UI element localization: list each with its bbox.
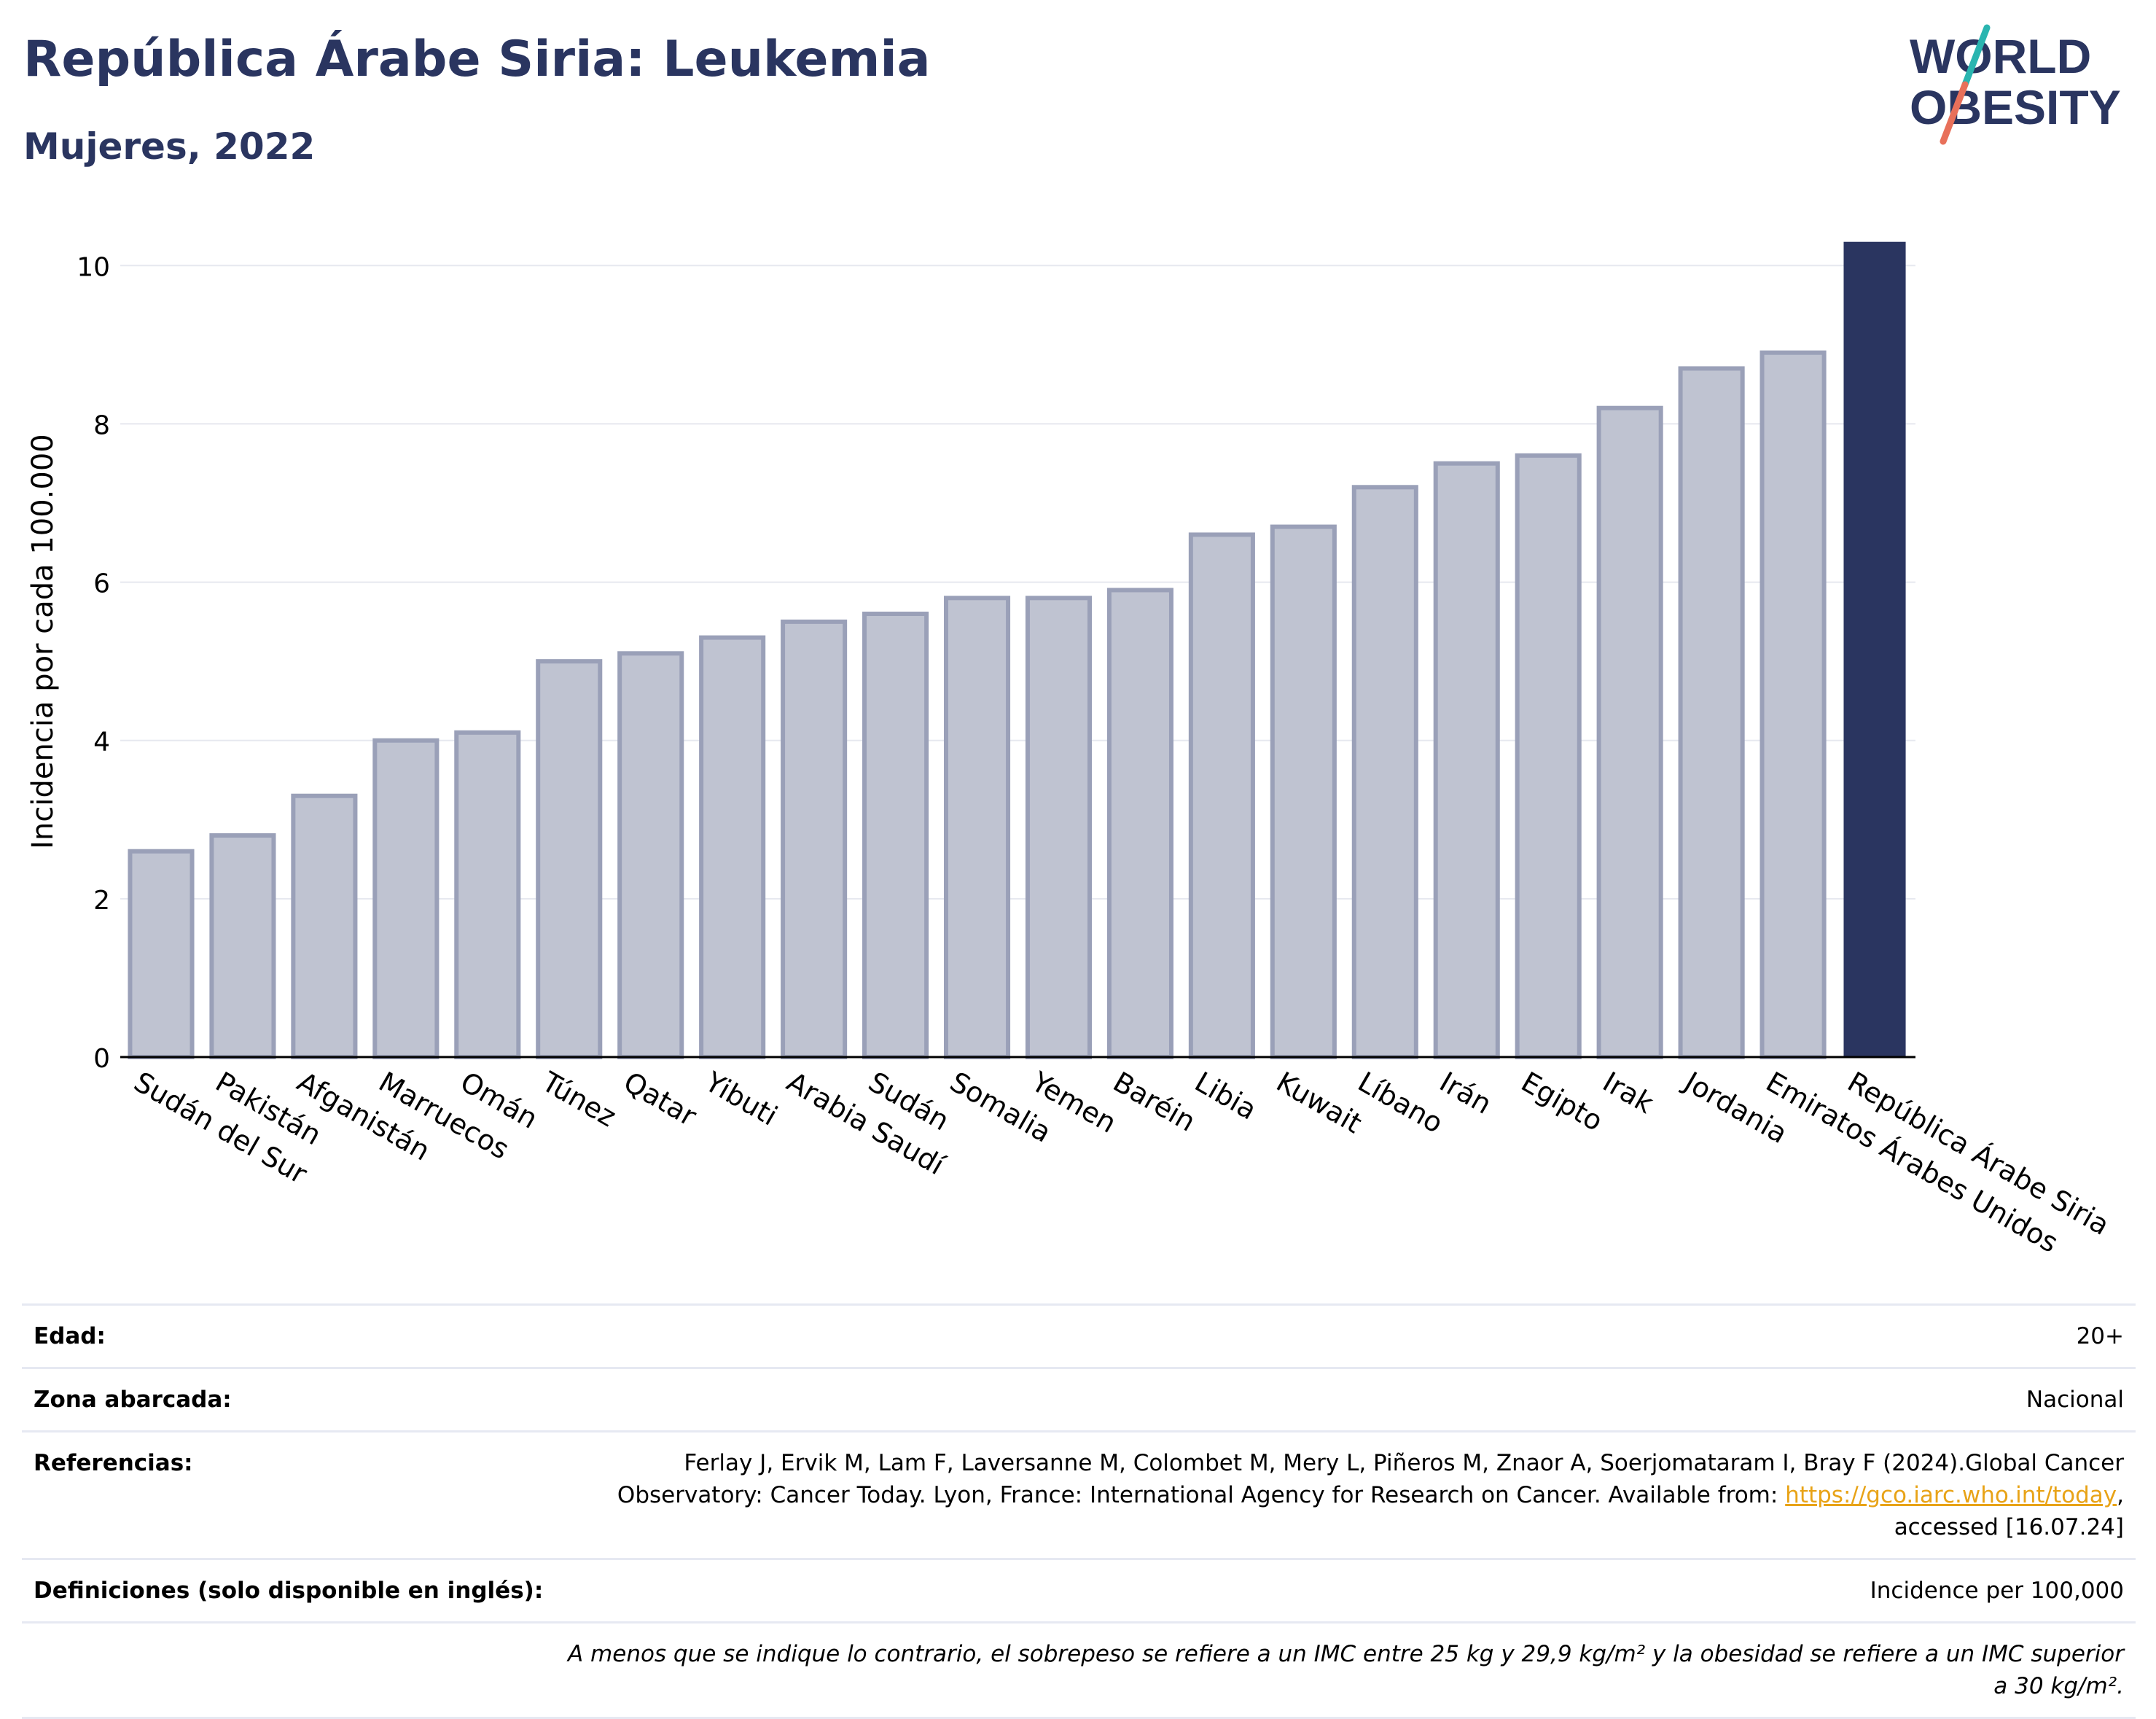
bar-chart: 0 2 4 6 8 10 Sudán del SurPakistánAfganistánM… bbox=[26, 241, 2114, 1259]
logo-line-2: OBESITY bbox=[1910, 80, 2121, 134]
bar-21 bbox=[1843, 241, 1906, 1057]
bar-0 bbox=[128, 849, 195, 1059]
logo-slash-bottom bbox=[1940, 81, 1969, 145]
x-tick-label: Baréin bbox=[1108, 1066, 1201, 1138]
bar-8 bbox=[781, 619, 848, 1059]
bar-12 bbox=[1106, 588, 1173, 1059]
references-label: Referencias: bbox=[34, 1450, 193, 1476]
info-row-area: Zona abarcada: Nacional bbox=[22, 1367, 2136, 1430]
bar-19 bbox=[1678, 366, 1745, 1059]
x-tick-label: Líbano bbox=[1353, 1066, 1449, 1139]
bar-5 bbox=[536, 659, 603, 1059]
area-label: Zona abarcada: bbox=[34, 1387, 232, 1413]
bar-7 bbox=[699, 635, 766, 1059]
bar-13 bbox=[1188, 532, 1255, 1059]
logo-line-1: WORLD bbox=[1910, 29, 2091, 83]
bar-9 bbox=[862, 612, 929, 1059]
world-obesity-logo: WORLD OBESITY bbox=[1910, 24, 2121, 145]
x-tick-label: Qatar bbox=[618, 1066, 702, 1133]
y-axis-label: Incidencia por cada 100.000 bbox=[26, 434, 60, 849]
info-row-definitions: Definiciones (solo disponible en inglés)… bbox=[22, 1558, 2136, 1621]
logo-slash-top bbox=[1961, 24, 1991, 88]
area-value: Nacional bbox=[2026, 1387, 2124, 1413]
bar-10 bbox=[943, 596, 1011, 1059]
bar-2 bbox=[291, 793, 358, 1059]
y-tick-label: 6 bbox=[93, 569, 110, 599]
bars bbox=[128, 241, 1906, 1059]
references-text: Ferlay J, Ervik M, Lam F, Laversanne M, … bbox=[617, 1450, 2124, 1508]
bar-17 bbox=[1515, 453, 1582, 1059]
x-tick-label: Túnez bbox=[536, 1065, 621, 1133]
bar-11 bbox=[1025, 596, 1093, 1059]
x-tick-label: Kuwait bbox=[1271, 1066, 1367, 1140]
info-row-references: Referencias: Ferlay J, Ervik M, Lam F, L… bbox=[22, 1430, 2136, 1558]
references-link[interactable]: https://gco.iarc.who.int/today bbox=[1785, 1482, 2117, 1508]
info-table: Edad: 20+ Zona abarcada: Nacional Refere… bbox=[22, 1303, 2136, 1719]
y-tick-label: 4 bbox=[93, 728, 110, 757]
y-tick-label: 2 bbox=[93, 886, 110, 916]
references-suffix: , accessed [16.07.24] bbox=[1894, 1482, 2124, 1540]
bar-16 bbox=[1433, 461, 1500, 1059]
chart-subtitle: Mujeres, 2022 bbox=[23, 125, 316, 168]
definitions-label: Definiciones (solo disponible en inglés)… bbox=[34, 1578, 544, 1604]
bar-18 bbox=[1596, 405, 1663, 1059]
chart-title: República Árabe Siria: Leukemia bbox=[23, 31, 931, 88]
bar-14 bbox=[1270, 524, 1337, 1059]
x-tick-label: Yibuti bbox=[699, 1065, 783, 1132]
footnote: A menos que se indique lo contrario, el … bbox=[567, 1641, 2124, 1699]
bar-20 bbox=[1759, 350, 1827, 1059]
bar-4 bbox=[454, 730, 521, 1059]
y-tick-label: 10 bbox=[77, 252, 110, 282]
x-tick-labels: Sudán del SurPakistánAfganistánMarruecos… bbox=[128, 1065, 2114, 1259]
bar-6 bbox=[617, 651, 684, 1059]
info-row-age: Edad: 20+ bbox=[22, 1303, 2136, 1367]
age-label: Edad: bbox=[34, 1323, 106, 1349]
definitions-value: Incidence per 100,000 bbox=[1870, 1578, 2124, 1604]
references-value: Ferlay J, Ervik M, Lam F, Laversanne M, … bbox=[557, 1447, 2124, 1543]
y-tick-label: 8 bbox=[93, 410, 110, 440]
bar-15 bbox=[1351, 485, 1418, 1059]
y-tick-labels: 0 2 4 6 8 10 bbox=[77, 252, 110, 1074]
y-tick-label: 0 bbox=[93, 1044, 110, 1074]
x-tick-label: Libia bbox=[1190, 1066, 1262, 1126]
x-tick-label: Egipto bbox=[1516, 1066, 1609, 1138]
bar-1 bbox=[209, 833, 276, 1059]
age-value: 20+ bbox=[2076, 1323, 2124, 1349]
bar-3 bbox=[372, 738, 440, 1059]
